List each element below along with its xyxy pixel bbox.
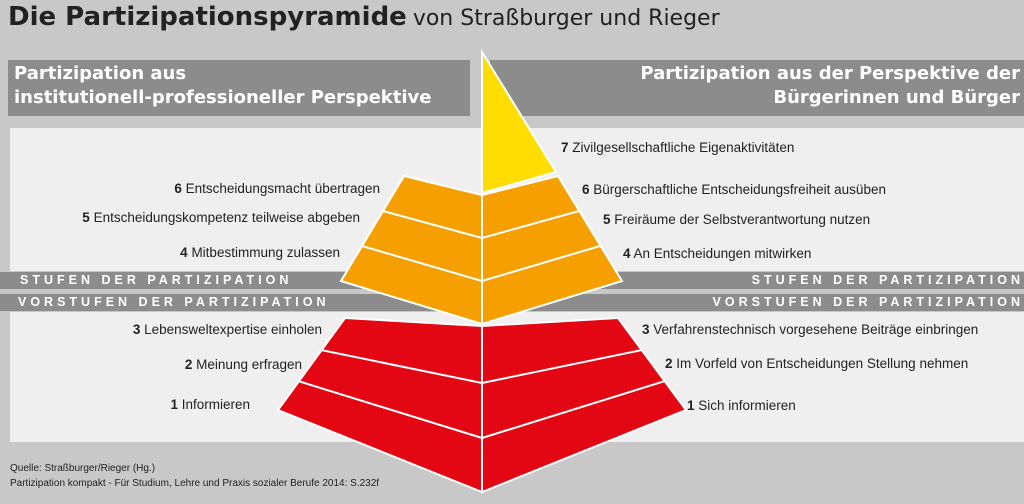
left-level-6: 6 Entscheidungsmacht übertragen [174,181,380,197]
title-main: Die Partizipationspyramide [8,2,407,32]
right-level-7: 7 Zivilgesellschaftliche Eigenaktivitäte… [561,140,794,156]
left-level-6-text: Entscheidungsmacht übertragen [185,181,380,196]
orange-divider-left-1 [382,210,483,239]
right-level-1-num: 1 [687,398,695,413]
right-level-1: 1 Sich informieren [687,398,796,414]
right-header-line2: Bürgerinnen und Bürger [773,87,1020,108]
right-level-4: 4 An Entscheidungen mitwirken [623,246,811,262]
left-level-6-num: 6 [174,181,182,196]
orange-divider-right-1 [481,210,580,239]
pyramid-orange-right [481,174,624,326]
right-level-3-text: Verfahrenstechnisch vorgesehene Beiträge… [653,322,979,337]
left-level-4: 4 Mitbestimmung zulassen [180,245,340,261]
left-level-3-text: Lebensweltexpertise einholen [144,322,322,337]
left-level-3-num: 3 [132,322,141,337]
right-level-2-num: 2 [665,356,673,371]
left-level-5: 5 Entscheidungskompetenz teilweise abgeb… [82,210,360,226]
pyramid-red-right [481,316,688,494]
red-divider-right-1 [481,349,643,384]
orange-divider-left-2 [361,245,483,282]
right-level-3-num: 3 [642,322,650,337]
pyramid-red-left [276,316,483,494]
left-level-2-text: Meinung erfragen [196,357,302,372]
right-level-5-text: Freiräume der Selbstverantwortung nutzen [614,212,871,227]
right-header-bar [490,60,1024,116]
left-level-4-text: Mitbestimmung zulassen [191,245,340,260]
right-level-6: 6 Bürgerschaftliche Entscheidungsfreihei… [582,182,886,198]
right-level-1-text: Sich informieren [698,398,796,413]
right-level-6-text: Bürgerschaftliche Entscheidungsfreiheit … [593,182,886,197]
source-line2: Partizipation kompakt - Für Studium, Leh… [10,478,380,489]
right-level-5-num: 5 [603,212,611,227]
right-level-3: 3 Verfahrenstechnisch vorgesehene Beiträ… [642,322,978,338]
band-stufen-left: STUFEN DER PARTIZIPATION [20,273,293,287]
left-header-line2: institutionell-professioneller Perspekti… [14,87,432,108]
right-level-5: 5 Freiräume der Selbstverantwortung nutz… [603,212,870,228]
red-divider-right-2 [481,380,666,439]
red-divider-left-2 [297,380,483,439]
right-header-line1: Partizipation aus der Perspektive der [640,63,1020,84]
right-level-4-num: 4 [623,246,631,261]
source-line1: Quelle: Straßburger/Rieger (Hg.) [10,463,156,474]
right-level-7-num: 7 [561,140,569,155]
band-vorstufen-right: VORSTUFEN DER PARTIZIPATION [712,295,1024,309]
right-level-2-text: Im Vorfeld von Entscheidungen Stellung n… [676,356,969,371]
band-stufen-right: STUFEN DER PARTIZIPATION [751,273,1024,287]
band-vorstufen-left: VORSTUFEN DER PARTIZIPATION [18,295,330,309]
left-header: Partizipation aus institutionell-profess… [14,62,431,110]
left-level-1-text: Informieren [181,397,250,412]
right-level-2: 2 Im Vorfeld von Entscheidungen Stellung… [665,356,968,372]
left-level-5-num: 5 [82,210,90,225]
right-header: Partizipation aus der Perspektive der Bü… [640,62,1020,110]
right-level-6-num: 6 [582,182,590,197]
pyramid-yellow-top [481,48,558,195]
left-level-3: 3 Lebensweltexpertise einholen [133,322,322,338]
page-title: Die Partizipationspyramide von Straßburge… [8,2,720,32]
left-level-4-num: 4 [180,245,188,260]
right-level-4-text: An Entscheidungen mitwirken [633,246,812,261]
left-level-1-num: 1 [170,397,178,412]
left-header-bar [8,60,470,116]
title-sub: von Straßburger und Rieger [412,6,720,31]
left-level-2: 2 Meinung erfragen [185,357,302,373]
right-level-7-text: Zivilgesellschaftliche Eigenaktivitäten [572,140,795,155]
pyramid-orange-left [339,174,483,326]
left-level-2-num: 2 [184,357,193,372]
orange-divider-right-2 [481,245,601,282]
left-level-1: 1 Informieren [170,397,250,413]
left-header-line1: Partizipation aus [14,63,187,84]
left-level-5-text: Entscheidungskompetenz teilweise abgeben [93,210,360,225]
red-divider-left-1 [320,349,483,384]
